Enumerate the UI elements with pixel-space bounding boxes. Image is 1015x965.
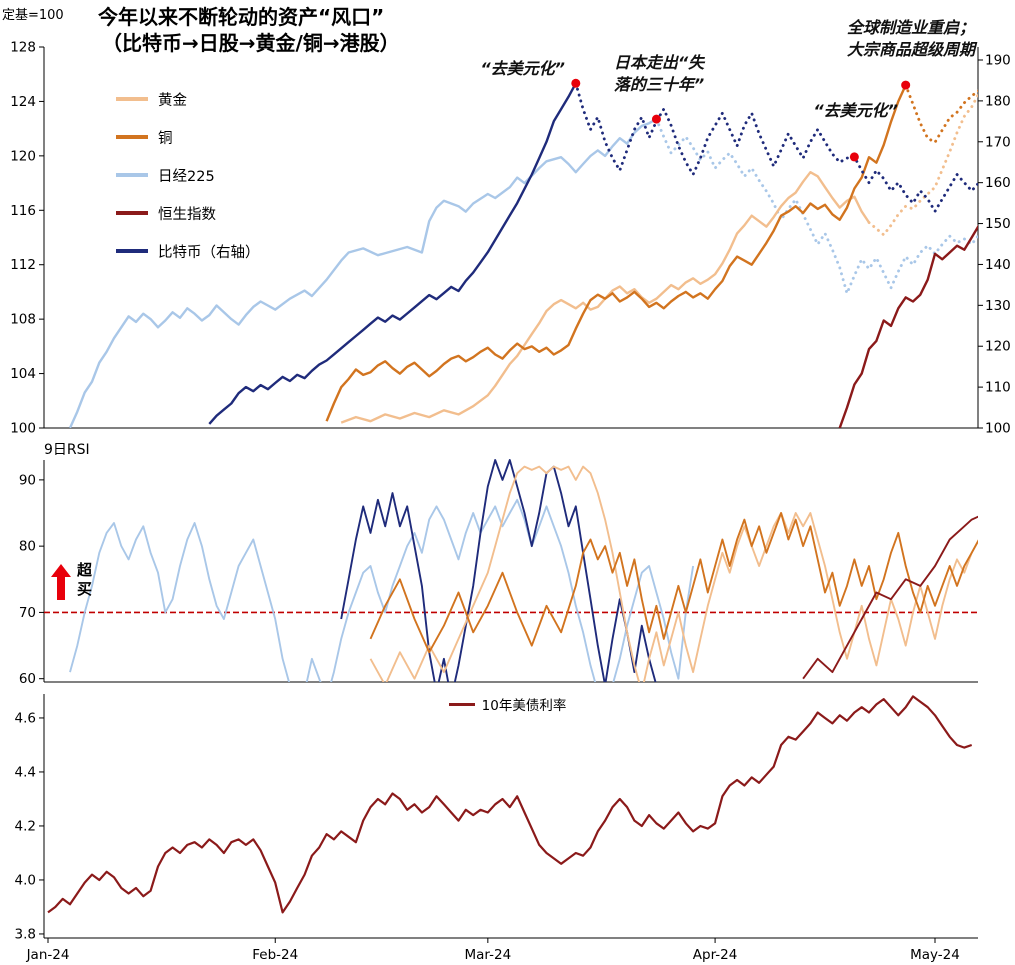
legend-swatch — [116, 249, 148, 253]
axis-tick-label: 170 — [985, 134, 1011, 150]
legend-label: 日经225 — [158, 168, 215, 185]
series-比特币 — [340, 459, 657, 682]
legend-label: 黄金 — [158, 92, 187, 109]
axis-tick-label: 108 — [10, 312, 36, 328]
axis-tick-label: 3.8 — [15, 926, 36, 942]
x-tick-label: Mar-24 — [465, 947, 512, 963]
axis-tick-label: 116 — [10, 203, 36, 219]
rsi-panel-label: 9日RSI — [44, 442, 90, 458]
axis-tick-label: 70 — [19, 605, 36, 621]
overbought-arrow-icon — [51, 564, 71, 600]
axis-tick-label: 150 — [985, 216, 1011, 232]
x-tick-label: May-24 — [910, 947, 960, 963]
axis-tick-label: 130 — [985, 298, 1011, 314]
annotation-global-manufacturing: 全球制造业重启； 大宗商品超级周期 — [846, 18, 975, 59]
axis-tick-label: 4.2 — [15, 818, 36, 834]
series-比特币 — [208, 82, 577, 425]
axis-tick-label: 190 — [985, 52, 1011, 68]
legend-swatch — [116, 211, 148, 215]
series-恒生指数 — [802, 515, 978, 680]
annotation-japan-lost-decades: 日本走出“失 落的三十年” — [613, 53, 705, 94]
base-index-label: 定基=100 — [2, 8, 64, 23]
event-dot — [651, 114, 661, 124]
axis-tick-label: 90 — [19, 472, 36, 488]
axis-tick-label: 80 — [19, 539, 36, 555]
legend-label: 比特币（右轴） — [158, 244, 260, 261]
axis-tick-label: 4.6 — [15, 710, 36, 726]
annotation-dedollarization-2: “去美元化” — [813, 101, 898, 120]
annotation-dedollarization-1: “去美元化” — [480, 59, 565, 78]
series-比特币-dotted — [574, 81, 978, 215]
axis-tick-label: 112 — [10, 257, 36, 273]
axis-tick-label: 120 — [985, 339, 1011, 355]
axis-tick-label: 124 — [10, 94, 36, 110]
legend-item: 恒生指数 — [116, 194, 260, 232]
bond-legend-swatch — [448, 702, 475, 706]
legend: 黄金铜日经225 恒生指数比特币（右轴） — [116, 80, 260, 270]
series-铜-dotted — [904, 83, 978, 145]
bond-legend-label: 10年美债利率 — [481, 698, 567, 714]
axis-tick-label: 100 — [985, 421, 1011, 437]
legend-item: 日经225 — [116, 156, 260, 194]
series-日经225 — [68, 118, 657, 428]
axis-tick-label: 128 — [10, 40, 36, 56]
axis-tick-label: 100 — [10, 421, 36, 437]
series-日经225-dotted — [654, 117, 978, 298]
axis-tick-label: 180 — [985, 93, 1011, 109]
chart-title: 今年以来不断轮动的资产“风口” （比特币→日股→黄金/铜→港股） — [98, 4, 400, 56]
axis-tick-label: 120 — [10, 148, 36, 164]
axis-tick-label: 104 — [10, 366, 36, 382]
axis-tick-label: 4.0 — [15, 872, 36, 888]
event-dot — [849, 152, 859, 162]
axis-tick-label: 60 — [19, 671, 36, 687]
axis-tick-label: 4.4 — [15, 764, 36, 780]
legend-item: 比特币（右轴） — [116, 232, 260, 270]
legend-swatch — [116, 97, 148, 101]
legend-item: 黄金 — [116, 80, 260, 118]
series-10年美债利率 — [47, 695, 973, 914]
chart-title-line1: 今年以来不断轮动的资产“风口” — [98, 5, 385, 29]
series-铜 — [369, 512, 978, 654]
series-铜 — [325, 84, 907, 422]
x-tick-label: Feb-24 — [252, 947, 298, 963]
event-dot — [901, 80, 911, 90]
series-日经225 — [69, 498, 695, 682]
legend-label: 恒生指数 — [158, 206, 216, 223]
legend-item: 铜 — [116, 118, 260, 156]
event-dot — [571, 78, 581, 88]
x-tick-label: Jan-24 — [26, 947, 70, 963]
legend-label: 铜 — [158, 130, 173, 147]
chart-title-line2: （比特币→日股→黄金/铜→港股） — [102, 31, 400, 55]
bond-legend: 10年美债利率 — [0, 694, 1015, 714]
series-恒生指数 — [838, 224, 978, 428]
legend-swatch — [116, 173, 148, 177]
series-黄金 — [369, 465, 978, 682]
legend-swatch — [116, 135, 148, 139]
series-黄金-dotted — [867, 92, 978, 237]
x-tick-label: Apr-24 — [693, 947, 738, 963]
overbought-label: 超买 — [77, 561, 93, 598]
axis-tick-label: 160 — [985, 175, 1011, 191]
axis-tick-label: 140 — [985, 257, 1011, 273]
axis-tick-label: 110 — [985, 380, 1011, 396]
